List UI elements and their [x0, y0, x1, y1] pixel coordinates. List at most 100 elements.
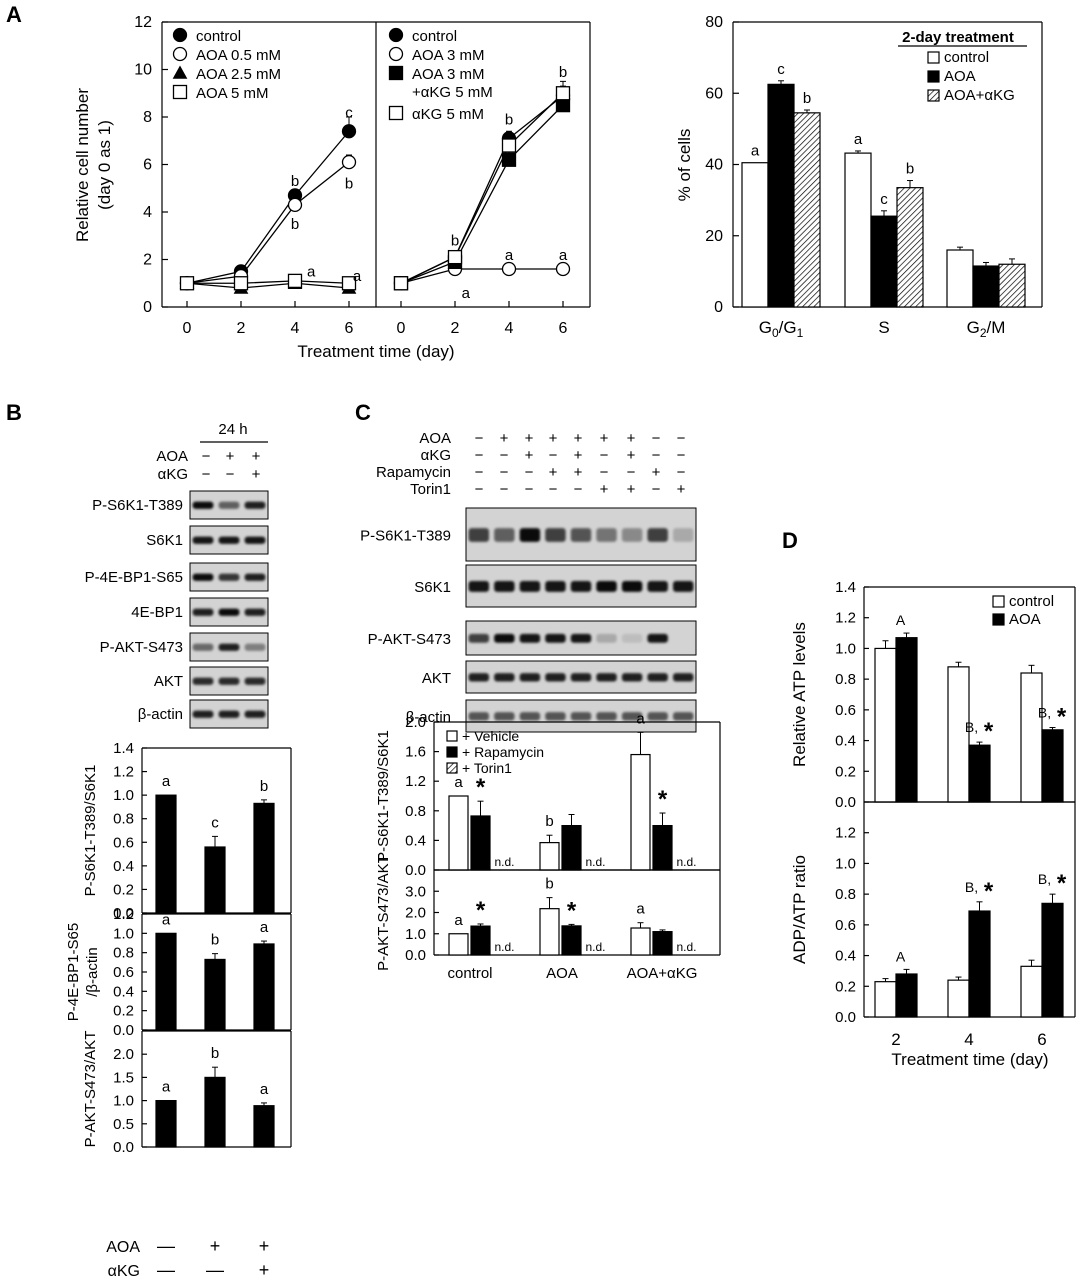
c-cond-sign: −: [500, 464, 509, 481]
c-blot-1-band: [545, 580, 566, 592]
c-blot-0-band: [673, 528, 694, 542]
d1-bar: [895, 973, 918, 1018]
c-blot-4-band: [494, 712, 515, 721]
c-blot-3-band: [545, 673, 566, 682]
c-cond-sign: +: [549, 464, 558, 481]
d1-ylabel: ADP/ATP ratio: [790, 855, 809, 964]
c-blot-0-band: [647, 528, 668, 542]
a1-legend-marker: [172, 46, 188, 62]
c0-nd-label: n.d.: [676, 855, 696, 869]
c1-star: *: [567, 897, 577, 924]
c-cond-sign: −: [475, 464, 484, 481]
a1-point: [233, 276, 249, 291]
c-blot-3-band: [519, 673, 541, 682]
d-legend-swatch: [992, 595, 1005, 608]
c-blot-2-band: [621, 633, 643, 643]
c-blot-4-band: [673, 712, 694, 721]
c-blot-4-band: [545, 712, 566, 721]
d0-ytick-label: 0.6: [835, 702, 856, 719]
c-cond-sign: −: [652, 430, 661, 447]
b1-ytick-label: 0.8: [113, 945, 134, 962]
a2-point: [501, 138, 517, 153]
a2-xtick-label: 2: [451, 320, 460, 337]
a2-xtick-label: 4: [505, 320, 514, 337]
c0-star: *: [658, 786, 668, 813]
a2-series-line: [400, 95, 564, 284]
c-blot-1-band: [468, 580, 489, 592]
a3-ytick-label: 80: [705, 14, 723, 31]
a1-point: [341, 154, 357, 170]
a3-ytick-label: 20: [705, 228, 723, 245]
b2-letter: b: [211, 1045, 219, 1062]
a3-bar: [844, 152, 872, 308]
c1-nd-label: n.d.: [494, 940, 514, 954]
a3-bar: [946, 249, 974, 308]
c1-bar: [448, 933, 469, 956]
a2-point: [555, 97, 571, 113]
c-cond-sign: +: [525, 447, 534, 464]
c-blot-1-band: [621, 580, 643, 592]
a1-xtick-label: 4: [291, 320, 300, 337]
d0-bar: [874, 647, 897, 803]
b-blot-1-band: [192, 536, 214, 544]
b-bottom-cond-sign: —: [206, 1260, 224, 1280]
b0-ytick-label: 0.0: [113, 905, 134, 922]
a2-series-line: [400, 104, 564, 284]
c-cond-sign: −: [677, 464, 686, 481]
c0-ytick-label: 1.6: [405, 744, 426, 761]
c-legend-label: + Torin1: [462, 760, 512, 776]
c-blot-4-band: [468, 712, 489, 721]
a3-bar: [972, 265, 1000, 308]
a-ylabel: Relative cell number: [73, 88, 92, 242]
c0-ytick-label: 1.2: [405, 773, 426, 790]
b-blot-row-label: 4E-BP1: [131, 604, 183, 621]
a3-letter: c: [777, 61, 785, 78]
b0-ylabel: P-S6K1-T389/S6K1: [82, 765, 99, 897]
c0-bar: [630, 753, 651, 871]
b1-ytick-label: 1.0: [113, 925, 134, 942]
c-blot-1-band: [673, 580, 694, 592]
b-cond-sign: +: [252, 466, 261, 483]
c1-ytick-label: 0.0: [405, 947, 426, 964]
c-blot-row-label: P-S6K1-T389: [360, 528, 451, 545]
c1-bar: [630, 927, 651, 956]
c-blot-1-band: [647, 580, 668, 592]
b1-ytick-label: 0.4: [113, 983, 134, 1000]
d0-ytick-label: 1.0: [835, 640, 856, 657]
c-cond-sign: +: [677, 481, 686, 498]
c-blot-2-band: [545, 633, 566, 643]
a2-series-line: [400, 92, 564, 284]
a3-legend-label: control: [944, 49, 989, 66]
b-blot-6-band: [192, 710, 214, 718]
a3-letter: b: [906, 161, 914, 178]
a2-letter: b: [505, 111, 513, 128]
c1-ytick-label: 3.0: [405, 883, 426, 900]
b-blot-5-band: [192, 677, 214, 685]
b-blot-row-label: P-S6K1-T389: [92, 497, 183, 514]
a3-legend-label: AOA: [944, 68, 976, 85]
a1-letter: a: [307, 263, 316, 280]
c1-bar: [539, 908, 560, 956]
d1-bar: [947, 979, 970, 1018]
a1-series-line: [187, 280, 350, 284]
a-xlabel: Treatment time (day): [297, 342, 454, 361]
a3-letter: a: [751, 143, 760, 160]
b-blot-row-label: P-4E-BP1-S65: [85, 569, 183, 586]
d-legend-label: AOA: [1009, 611, 1041, 628]
b-blot-2-band: [192, 573, 214, 581]
c-cond-label: Rapamycin: [376, 464, 451, 481]
c-blot-2-band: [596, 633, 617, 643]
b-bottom-cond-label: αKG: [108, 1263, 140, 1280]
c-legend-label: + Vehicle: [462, 728, 519, 744]
b-blot-2-band: [244, 573, 266, 581]
c0-star: *: [476, 774, 486, 801]
c0-bar: [652, 824, 673, 871]
c-cond-sign: −: [475, 481, 484, 498]
c-blot-4-band: [621, 712, 643, 721]
a3-bar: [741, 162, 769, 308]
d-legend-swatch: [992, 613, 1005, 626]
d1-ytick-label: 0.8: [835, 886, 856, 903]
b0-letter: b: [260, 778, 268, 795]
a3-xtick-label: G2/M: [967, 318, 1006, 340]
a-ytick-label: 12: [134, 14, 152, 31]
